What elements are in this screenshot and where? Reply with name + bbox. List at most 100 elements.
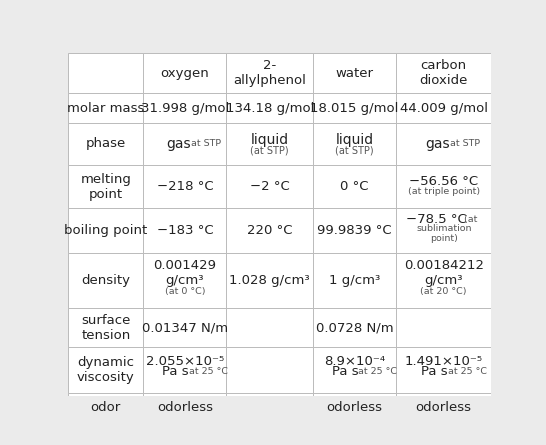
Bar xyxy=(396,93,491,123)
Text: Pa s: Pa s xyxy=(162,365,189,378)
Text: (at: (at xyxy=(461,215,477,224)
Bar xyxy=(313,123,396,165)
Bar xyxy=(396,347,491,393)
Bar xyxy=(396,165,491,208)
Text: 0.01347 N/m: 0.01347 N/m xyxy=(142,321,228,334)
Text: oxygen: oxygen xyxy=(161,67,209,80)
Bar xyxy=(68,253,144,308)
Text: 1 g/cm³: 1 g/cm³ xyxy=(329,274,380,287)
Bar xyxy=(313,93,396,123)
Text: molar mass: molar mass xyxy=(67,101,145,114)
Bar xyxy=(144,347,227,393)
Text: surface
tension: surface tension xyxy=(81,314,130,341)
Bar xyxy=(396,53,491,93)
Text: −56.56 °C: −56.56 °C xyxy=(409,175,478,188)
Text: Pa s: Pa s xyxy=(421,365,448,378)
Text: liquid: liquid xyxy=(336,133,373,147)
Text: at STP: at STP xyxy=(191,139,221,148)
Text: −183 °C: −183 °C xyxy=(157,224,213,237)
Text: −218 °C: −218 °C xyxy=(157,180,213,193)
Bar xyxy=(313,165,396,208)
Text: 2.055×10⁻⁵: 2.055×10⁻⁵ xyxy=(146,355,224,368)
Bar xyxy=(144,253,227,308)
Text: 220 °C: 220 °C xyxy=(247,224,293,237)
Text: (at 0 °C): (at 0 °C) xyxy=(165,287,205,296)
Bar xyxy=(396,253,491,308)
Bar xyxy=(68,93,144,123)
Bar xyxy=(68,393,144,422)
Bar xyxy=(68,308,144,347)
Text: sublimation: sublimation xyxy=(416,224,472,234)
Text: 18.015 g/mol: 18.015 g/mol xyxy=(311,101,399,114)
Text: 0 °C: 0 °C xyxy=(340,180,369,193)
Bar xyxy=(227,165,313,208)
Bar xyxy=(227,308,313,347)
Text: boiling point: boiling point xyxy=(64,224,147,237)
Bar xyxy=(396,208,491,253)
Bar xyxy=(227,123,313,165)
Text: phase: phase xyxy=(86,138,126,150)
Text: 1.028 g/cm³: 1.028 g/cm³ xyxy=(229,274,310,287)
Bar xyxy=(144,393,227,422)
Bar xyxy=(227,347,313,393)
Text: carbon
dioxide: carbon dioxide xyxy=(419,60,468,87)
Bar xyxy=(227,93,313,123)
Bar xyxy=(313,253,396,308)
Bar xyxy=(144,123,227,165)
Bar xyxy=(144,208,227,253)
Text: 99.9839 °C: 99.9839 °C xyxy=(317,224,392,237)
Text: 44.009 g/mol: 44.009 g/mol xyxy=(400,101,488,114)
Bar xyxy=(313,393,396,422)
Text: at 25 °C: at 25 °C xyxy=(359,367,397,376)
Bar xyxy=(68,208,144,253)
Bar xyxy=(396,393,491,422)
Text: odor: odor xyxy=(91,401,121,414)
Bar xyxy=(144,308,227,347)
Text: 0.001429
g/cm³: 0.001429 g/cm³ xyxy=(153,259,216,287)
Bar xyxy=(144,53,227,93)
Bar xyxy=(68,53,144,93)
Text: 0.00184212
g/cm³: 0.00184212 g/cm³ xyxy=(403,259,484,287)
Text: at 25 °C: at 25 °C xyxy=(189,367,228,376)
Text: gas: gas xyxy=(425,137,450,151)
Text: −78.5 °C: −78.5 °C xyxy=(406,213,466,226)
Text: water: water xyxy=(336,67,373,80)
Bar xyxy=(68,123,144,165)
Text: 31.998 g/mol: 31.998 g/mol xyxy=(141,101,229,114)
Bar xyxy=(396,308,491,347)
Text: (at 20 °C): (at 20 °C) xyxy=(420,287,467,296)
Bar xyxy=(313,308,396,347)
Text: melting
point: melting point xyxy=(80,173,131,201)
Text: point): point) xyxy=(430,234,458,243)
Text: Pa s: Pa s xyxy=(332,365,359,378)
Text: (at triple point): (at triple point) xyxy=(408,187,480,196)
Bar xyxy=(396,123,491,165)
Text: liquid: liquid xyxy=(251,133,289,147)
Text: odorless: odorless xyxy=(327,401,383,414)
Text: at STP: at STP xyxy=(450,139,480,148)
Text: odorless: odorless xyxy=(416,401,472,414)
Text: (at STP): (at STP) xyxy=(335,145,374,155)
Bar xyxy=(313,208,396,253)
Text: 2-
allylphenol: 2- allylphenol xyxy=(233,60,306,87)
Bar xyxy=(227,253,313,308)
Text: 0.0728 N/m: 0.0728 N/m xyxy=(316,321,394,334)
Bar xyxy=(313,347,396,393)
Text: −2 °C: −2 °C xyxy=(250,180,289,193)
Text: 134.18 g/mol: 134.18 g/mol xyxy=(225,101,314,114)
Bar xyxy=(144,165,227,208)
Text: dynamic
viscosity: dynamic viscosity xyxy=(77,356,135,384)
Bar xyxy=(68,347,144,393)
Text: odorless: odorless xyxy=(157,401,213,414)
Bar xyxy=(227,53,313,93)
Bar xyxy=(68,165,144,208)
Bar xyxy=(313,53,396,93)
Text: density: density xyxy=(81,274,130,287)
Bar xyxy=(144,93,227,123)
Text: (at STP): (at STP) xyxy=(251,145,289,155)
Text: at 25 °C: at 25 °C xyxy=(448,367,486,376)
Bar xyxy=(227,393,313,422)
Text: 8.9×10⁻⁴: 8.9×10⁻⁴ xyxy=(324,355,385,368)
Text: gas: gas xyxy=(167,137,191,151)
Bar xyxy=(227,208,313,253)
